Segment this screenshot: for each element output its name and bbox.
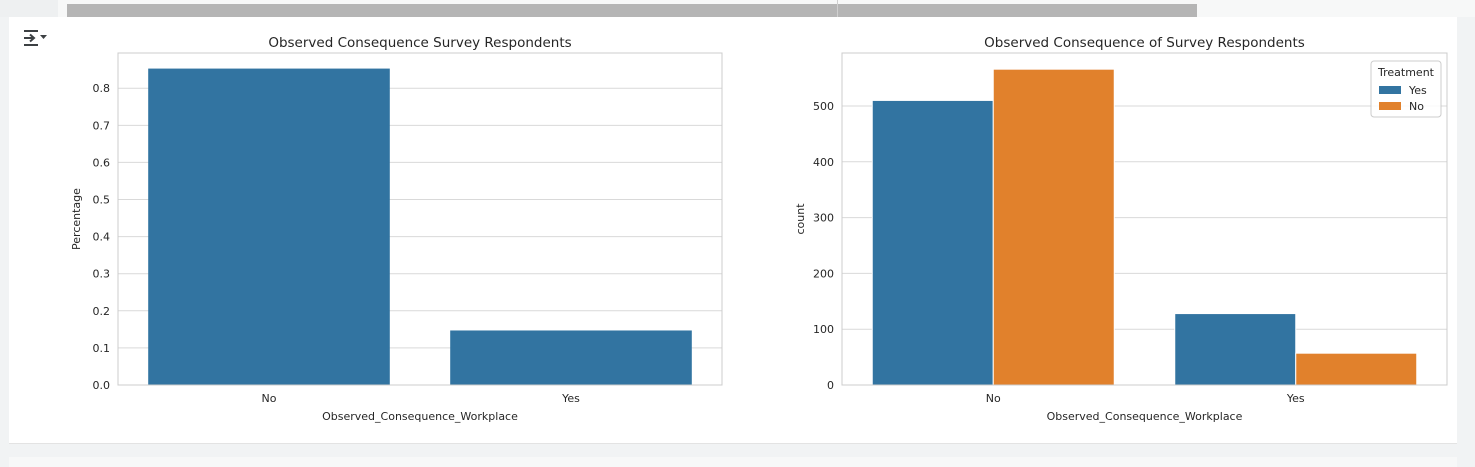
scrollbar-divider	[837, 0, 838, 17]
bar-yes-yes	[1174, 313, 1297, 386]
bar-no-no	[992, 68, 1115, 386]
y-axis-label: count	[794, 203, 807, 235]
plot-frame	[117, 52, 723, 386]
y-tick-label: 500	[813, 100, 834, 113]
y-tick-label: 0.4	[93, 231, 111, 244]
y-tick-label: 0.3	[93, 268, 111, 281]
y-tick-label: 300	[813, 212, 834, 225]
bar-no	[148, 68, 390, 385]
x-tick-label: No	[986, 392, 1001, 405]
x-axis-label: Observed_Consequence_Workplace	[1047, 410, 1243, 423]
chart-title: Observed Consequence of Survey Responden…	[984, 35, 1305, 51]
legend-title: Treatment	[1377, 66, 1435, 79]
horizontal-scrollbar[interactable]	[67, 4, 1197, 17]
bar-yes-no	[871, 99, 994, 386]
x-axis-label: Observed_Consequence_Workplace	[322, 410, 518, 423]
collapse-output-button[interactable]	[20, 26, 50, 52]
chart-title: Observed Consequence Survey Respondents	[268, 35, 571, 51]
y-axis-label: Percentage	[70, 188, 83, 250]
y-tick-label: 0.7	[93, 119, 111, 132]
y-tick-label: 0.2	[93, 305, 111, 318]
y-tick-label: 400	[813, 156, 834, 169]
y-tick-label: 0.0	[93, 379, 111, 392]
y-tick-label: 0.1	[93, 342, 111, 355]
next-cell-strip	[9, 457, 1457, 467]
y-tick-label: 100	[813, 323, 834, 336]
legend-entry-no: No	[1409, 100, 1424, 113]
y-tick-label: 0.8	[93, 82, 111, 95]
legend-swatch-no	[1379, 102, 1401, 110]
plot-frame	[841, 52, 1448, 386]
y-tick-label: 0.6	[93, 156, 111, 169]
y-tick-label: 0	[827, 379, 834, 392]
bar-no-yes	[1295, 352, 1418, 386]
y-tick-label: 0.5	[93, 194, 111, 207]
collapse-output-icon	[24, 30, 47, 46]
legend-entry-yes: Yes	[1408, 84, 1427, 97]
cell-gutter	[0, 0, 58, 17]
x-tick-label: Yes	[1286, 392, 1305, 405]
x-tick-label: No	[262, 392, 277, 405]
y-tick-label: 200	[813, 267, 834, 280]
bar-yes	[450, 330, 692, 385]
legend-swatch-yes	[1379, 86, 1401, 94]
x-tick-label: Yes	[561, 392, 580, 405]
